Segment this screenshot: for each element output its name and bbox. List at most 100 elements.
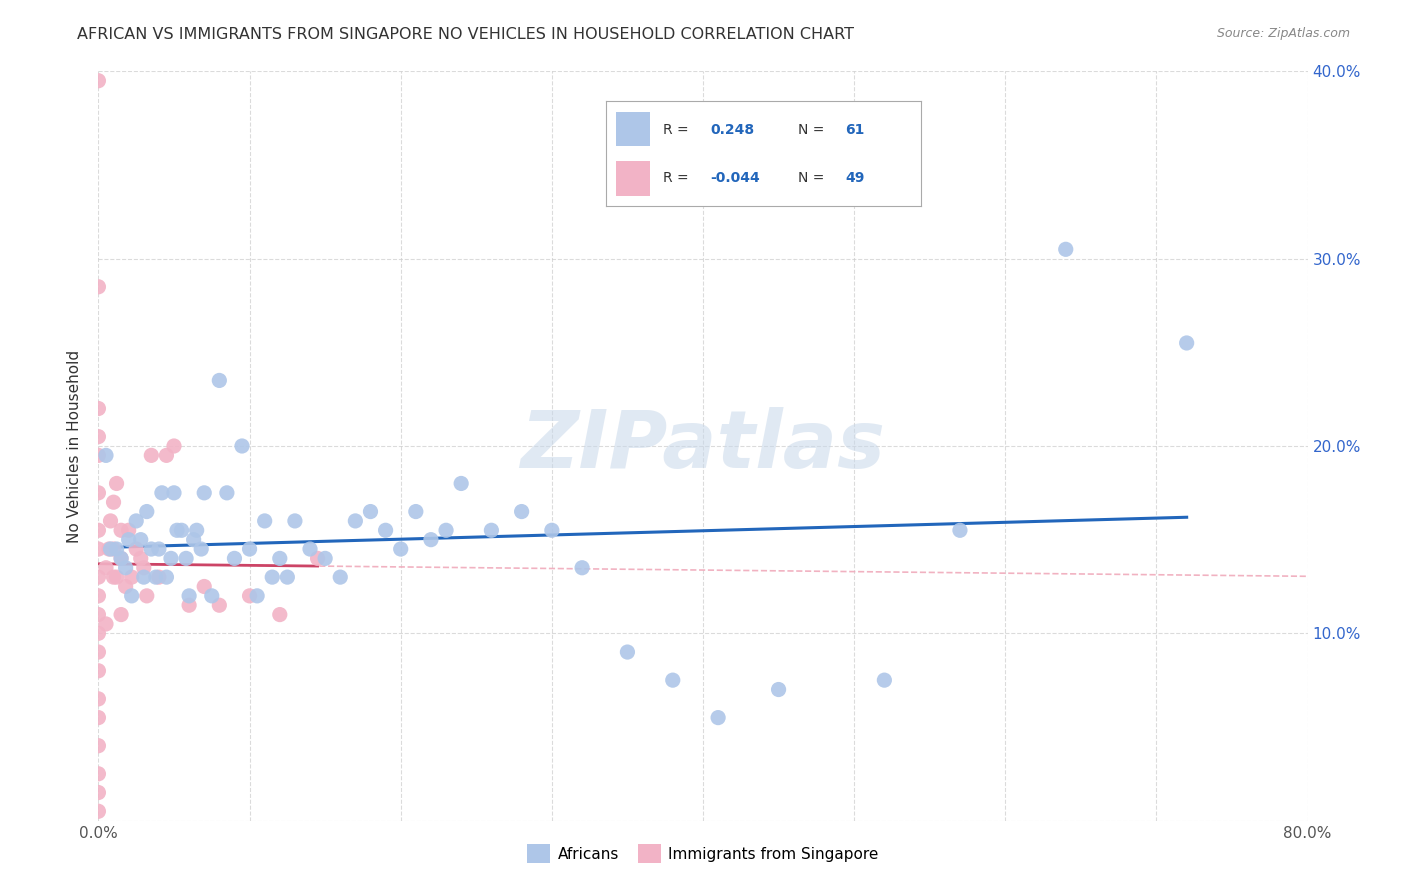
Point <box>87 401 110 416</box>
Point <box>208 599 231 613</box>
Point <box>661 673 683 688</box>
Point <box>193 486 215 500</box>
Point <box>87 449 110 463</box>
Point <box>616 645 638 659</box>
Point <box>307 551 329 566</box>
Point <box>183 533 205 547</box>
Point <box>707 710 730 724</box>
Point <box>145 570 167 584</box>
Point <box>87 280 110 294</box>
Point <box>87 786 110 800</box>
Point <box>231 439 253 453</box>
Point <box>125 542 148 557</box>
Point <box>110 524 132 538</box>
Point <box>768 682 790 697</box>
Point <box>87 74 110 88</box>
Point <box>174 551 197 566</box>
Point <box>284 514 307 528</box>
Point <box>253 514 276 528</box>
Point <box>103 495 125 509</box>
Point <box>155 570 177 584</box>
Point <box>166 524 188 538</box>
Point <box>132 570 155 584</box>
Point <box>87 767 110 781</box>
Legend: Africans, Immigrants from Singapore: Africans, Immigrants from Singapore <box>522 838 884 869</box>
Point <box>87 692 110 706</box>
Point <box>135 505 157 519</box>
Point <box>389 542 412 557</box>
Point <box>276 570 298 584</box>
Point <box>344 514 367 528</box>
Text: ZIPatlas: ZIPatlas <box>520 407 886 485</box>
Point <box>87 710 110 724</box>
Point <box>135 589 157 603</box>
Point <box>110 551 132 566</box>
Point <box>105 570 128 584</box>
Point <box>94 561 117 575</box>
Point <box>121 589 143 603</box>
Point <box>420 533 443 547</box>
Point <box>269 551 291 566</box>
Point <box>87 805 110 819</box>
Point <box>314 551 336 566</box>
Point <box>100 514 122 528</box>
Point <box>873 673 896 688</box>
Point <box>329 570 352 584</box>
Point <box>87 542 110 557</box>
Point <box>103 570 125 584</box>
Point <box>87 486 110 500</box>
Point <box>190 542 212 557</box>
Point <box>179 599 201 613</box>
Point <box>87 524 110 538</box>
Point <box>132 561 155 575</box>
Point <box>141 449 163 463</box>
Text: AFRICAN VS IMMIGRANTS FROM SINGAPORE NO VEHICLES IN HOUSEHOLD CORRELATION CHART: AFRICAN VS IMMIGRANTS FROM SINGAPORE NO … <box>77 27 855 42</box>
Point <box>100 542 122 557</box>
Point <box>87 626 110 640</box>
Point <box>114 580 136 594</box>
Point <box>87 430 110 444</box>
Point <box>87 607 110 622</box>
Y-axis label: No Vehicles in Household: No Vehicles in Household <box>67 350 83 542</box>
Point <box>148 570 170 584</box>
Point <box>481 524 503 538</box>
Point <box>129 551 152 566</box>
Point <box>110 551 132 566</box>
Point <box>571 561 593 575</box>
Point <box>150 486 173 500</box>
Point <box>269 607 291 622</box>
Point <box>94 617 117 632</box>
Point <box>540 524 562 538</box>
Point <box>1054 243 1077 257</box>
Point <box>201 589 224 603</box>
Point <box>118 533 141 547</box>
Point <box>170 524 193 538</box>
Point <box>179 589 201 603</box>
Text: Source: ZipAtlas.com: Source: ZipAtlas.com <box>1216 27 1350 40</box>
Point <box>299 542 322 557</box>
Point <box>125 514 148 528</box>
Point <box>510 505 533 519</box>
Point <box>118 524 141 538</box>
Point <box>87 589 110 603</box>
Point <box>98 542 121 557</box>
Point <box>110 607 132 622</box>
Point <box>121 570 143 584</box>
Point <box>246 589 269 603</box>
Point <box>105 542 128 557</box>
Point <box>450 476 472 491</box>
Point <box>103 542 125 557</box>
Point <box>148 542 170 557</box>
Point <box>87 739 110 753</box>
Point <box>94 449 117 463</box>
Point <box>163 486 186 500</box>
Point <box>1175 336 1198 351</box>
Point <box>160 551 183 566</box>
Point <box>405 505 427 519</box>
Point <box>141 542 163 557</box>
Point <box>239 589 262 603</box>
Point <box>374 524 396 538</box>
Point <box>105 476 128 491</box>
Point <box>224 551 246 566</box>
Point <box>114 561 136 575</box>
